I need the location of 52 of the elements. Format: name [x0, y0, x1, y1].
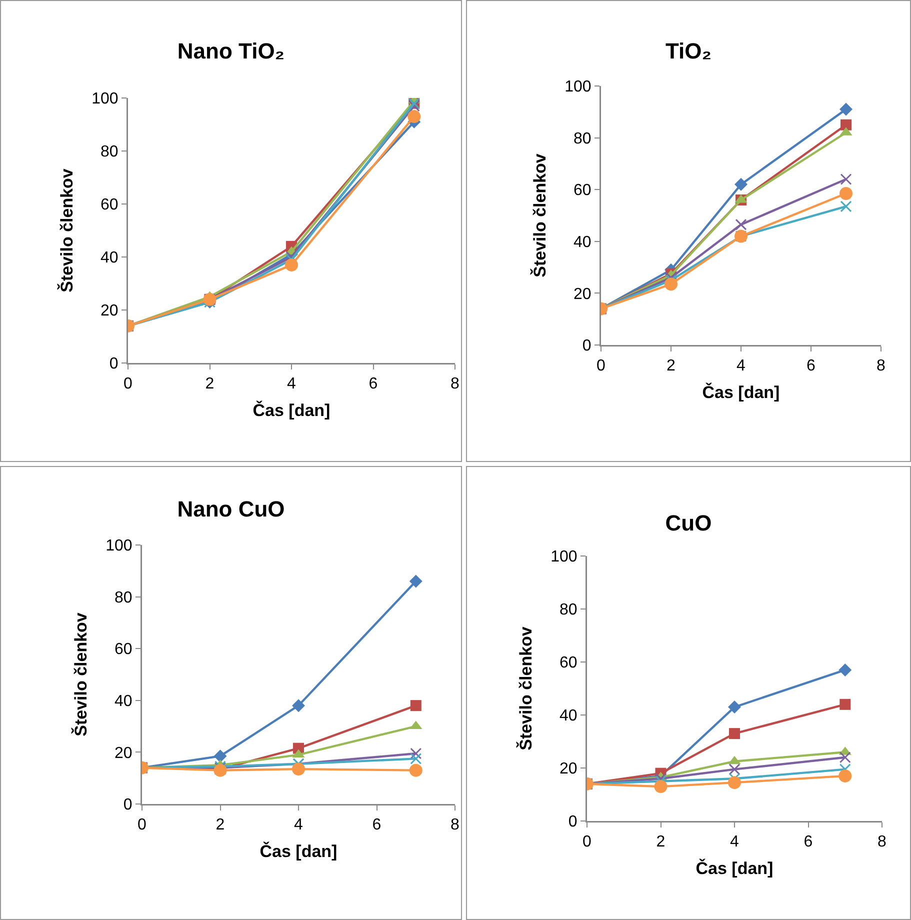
x-axis-title: Čas [dan]: [260, 840, 338, 861]
chart-title: Nano TiO₂: [177, 38, 285, 64]
x-tick-label: 2: [666, 358, 676, 375]
x-tick-label: 2: [216, 816, 225, 834]
y-tick-label: 100: [564, 78, 592, 96]
y-tick-label: 0: [123, 796, 132, 814]
x-tick-label: 0: [138, 816, 147, 834]
y-axis-title: Število členkov: [515, 626, 536, 750]
y-tick-label: 80: [574, 130, 592, 148]
x-tick-label: 6: [368, 376, 378, 393]
y-tick-label: 0: [582, 338, 592, 355]
x-tick-label: 6: [804, 834, 813, 851]
x-axis-title: Čas [dan]: [702, 382, 780, 402]
x-tick-label: 2: [656, 834, 666, 851]
y-axis-title: Število členkov: [56, 168, 76, 292]
x-axis-title: Čas [dan]: [252, 400, 330, 420]
x-tick-label: 8: [876, 358, 886, 375]
x-axis-title: Čas [dan]: [696, 858, 774, 878]
x-tick-label: 4: [287, 376, 296, 393]
y-tick-label: 80: [100, 144, 118, 161]
y-tick-label: 60: [560, 654, 578, 672]
y-tick-label: 20: [114, 744, 132, 762]
y-tick-label: 100: [550, 548, 578, 566]
chart-title: Nano CuO: [177, 496, 285, 522]
x-tick-label: 4: [736, 358, 746, 375]
y-axis-title: Število členkov: [529, 153, 550, 278]
x-tick-label: 4: [730, 834, 740, 851]
y-tick-label: 80: [560, 602, 578, 619]
x-tick-label: 6: [372, 816, 382, 834]
x-tick-label: 2: [205, 376, 214, 393]
y-tick-label: 20: [574, 286, 592, 303]
x-tick-label: 8: [450, 816, 460, 834]
y-tick-label: 60: [574, 182, 592, 200]
y-axis-title: Število členkov: [70, 612, 90, 736]
y-tick-label: 20: [100, 302, 118, 320]
chart-title: TiO₂: [665, 38, 712, 64]
y-tick-label: 40: [114, 693, 132, 710]
y-tick-label: 60: [100, 196, 118, 214]
y-tick-label: 20: [560, 760, 578, 778]
y-tick-label: 40: [100, 250, 118, 267]
y-tick-label: 60: [114, 641, 132, 658]
x-tick-label: 0: [596, 358, 606, 375]
chart-title: CuO: [665, 510, 712, 536]
x-tick-label: 8: [450, 376, 460, 393]
y-tick-label: 40: [560, 708, 578, 725]
y-tick-label: 100: [106, 538, 132, 555]
x-tick-label: 8: [878, 834, 887, 851]
y-tick-label: 100: [92, 90, 118, 108]
x-tick-label: 6: [806, 358, 816, 375]
y-tick-label: 40: [574, 234, 592, 251]
y-tick-label: 80: [114, 589, 132, 606]
x-tick-label: 4: [294, 816, 304, 834]
